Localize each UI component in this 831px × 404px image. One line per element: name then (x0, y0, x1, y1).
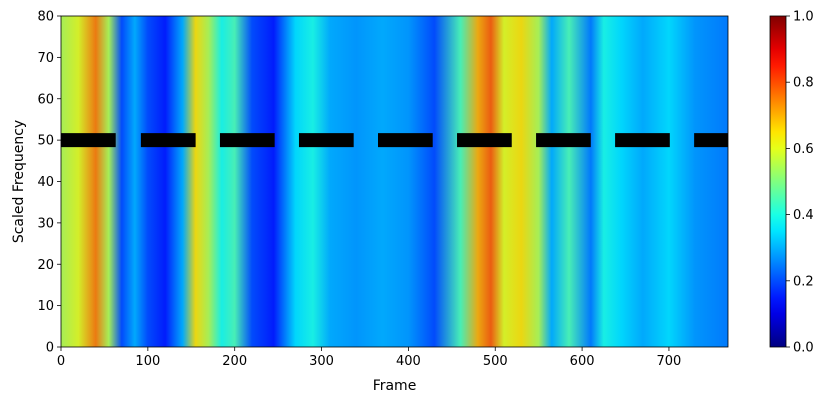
x-tick-label: 200 (222, 354, 247, 369)
y-axis-label: Scaled Frequency (11, 120, 27, 243)
y-tick-label: 0 (46, 341, 54, 356)
x-axis: 0 100 200 300 400 500 600 700 (57, 347, 681, 369)
colorbar-tick-label: 0.0 (793, 341, 814, 356)
mask-segment (457, 133, 512, 148)
mask-segment (377, 133, 433, 148)
heatmap-image (61, 16, 728, 347)
mask-segment (536, 133, 591, 148)
mask-segment (140, 133, 196, 148)
mask-segment (298, 133, 354, 148)
y-tick-label: 80 (37, 10, 54, 25)
y-axis: 0 10 20 30 40 50 60 70 80 (37, 10, 61, 356)
colorbar-tick-label: 0.4 (793, 208, 814, 223)
colorbar-frame (769, 15, 787, 348)
colorbar-tick-label: 0.2 (793, 274, 814, 289)
x-tick-label: 0 (57, 354, 65, 369)
colorbar-ticks: 0.0 0.2 0.4 0.6 0.8 1.0 (786, 10, 814, 356)
mask-segment (219, 133, 275, 148)
y-tick-label: 20 (37, 258, 54, 273)
mask-segment (694, 133, 728, 148)
plot-area (61, 16, 728, 347)
colorbar-tick-label: 0.8 (793, 76, 814, 91)
colorbar-tick-label: 0.6 (793, 142, 814, 157)
y-tick-label: 30 (37, 216, 54, 231)
y-tick-label: 50 (37, 134, 54, 149)
colorbar: 0.0 0.2 0.4 0.6 0.8 1.0 (769, 10, 814, 356)
y-tick-label: 40 (37, 175, 54, 190)
colorbar-tick-label: 1.0 (793, 10, 814, 25)
x-tick-label: 400 (396, 354, 421, 369)
mask-segment (61, 133, 116, 148)
x-tick-label: 700 (657, 354, 682, 369)
x-tick-label: 600 (570, 354, 595, 369)
x-axis-label: Frame (373, 378, 417, 394)
y-tick-label: 70 (37, 51, 54, 66)
mask-band (61, 133, 728, 148)
y-tick-label: 10 (37, 299, 54, 314)
y-tick-label: 60 (37, 92, 54, 107)
x-tick-label: 100 (135, 354, 160, 369)
colorbar-gradient (770, 16, 786, 347)
x-tick-label: 300 (309, 354, 334, 369)
x-tick-label: 500 (483, 354, 508, 369)
mask-segment (615, 133, 670, 148)
